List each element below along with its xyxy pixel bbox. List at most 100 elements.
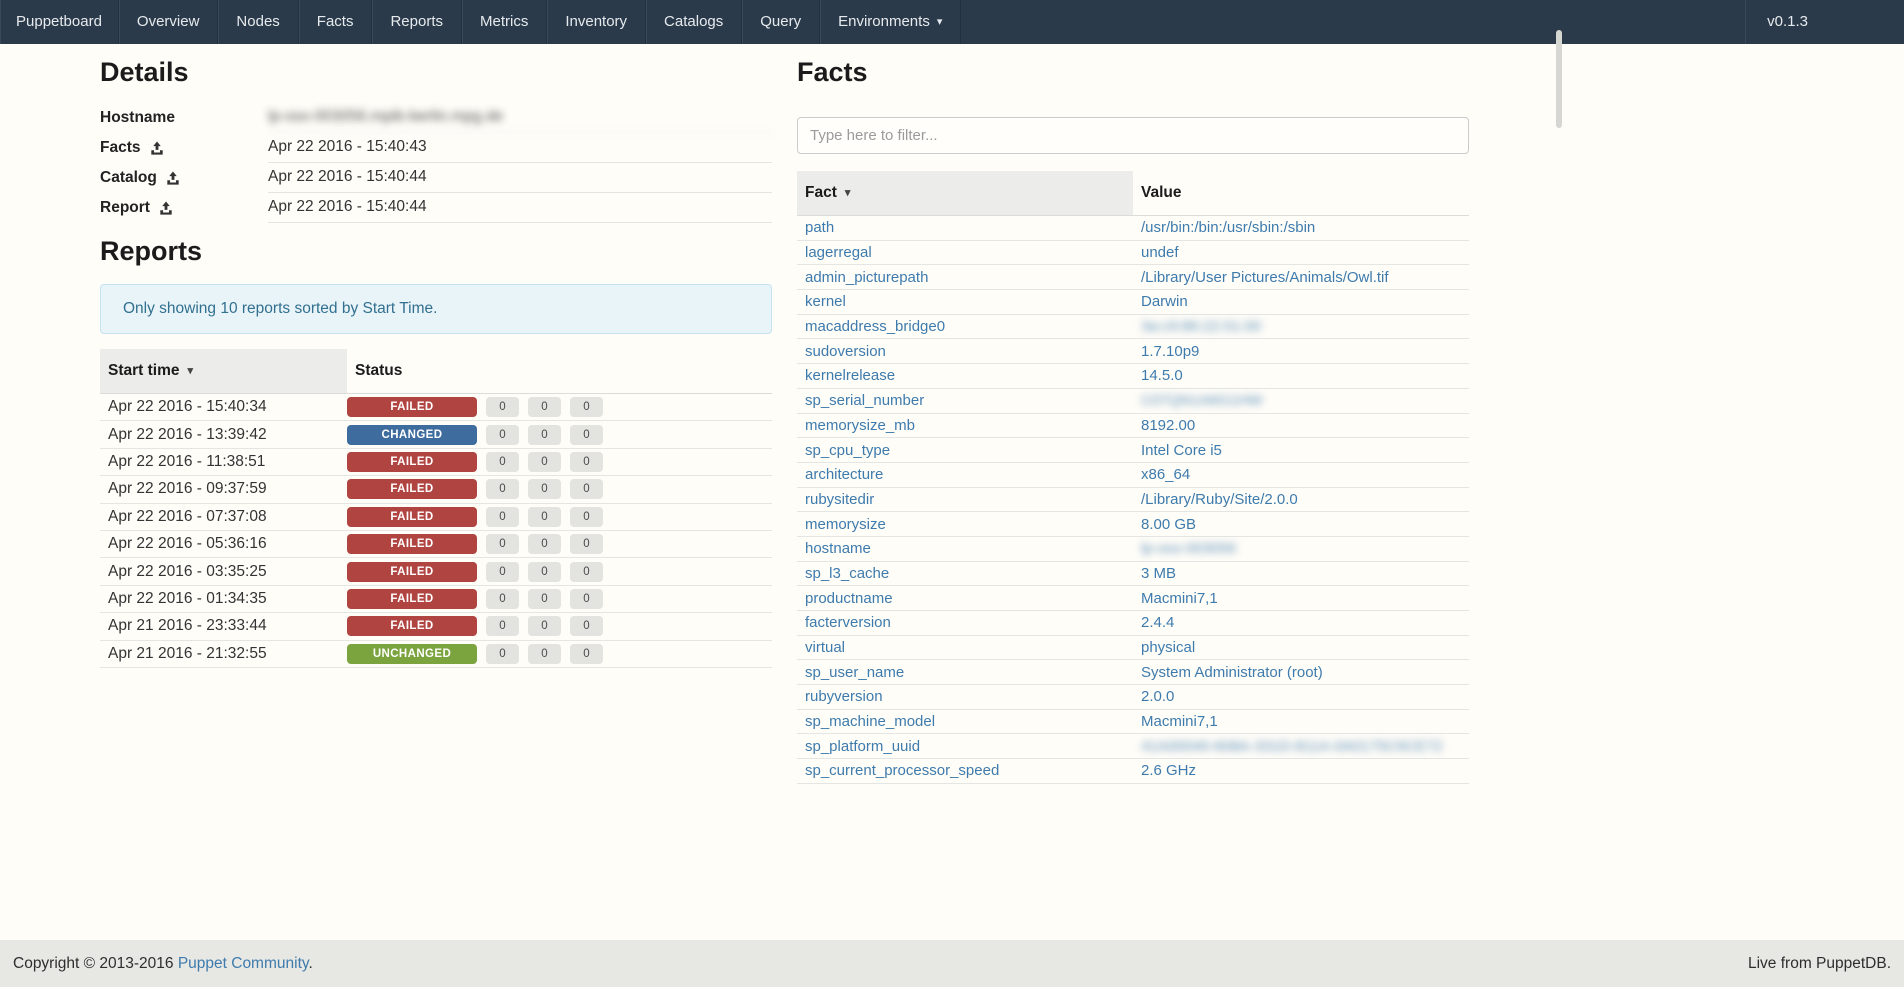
fact-name-link[interactable]: lagerregal bbox=[805, 244, 872, 262]
table-row: Apr 22 2016 - 01:34:35 FAILED 0 0 0 bbox=[100, 586, 772, 614]
reports-table-header: Start time ▾ Status bbox=[100, 349, 772, 394]
details-row: Catalog Apr 22 2016 - 15:40:44 bbox=[100, 163, 772, 193]
fact-value-link[interactable]: 2.0.0 bbox=[1141, 688, 1175, 706]
report-badges: CHANGED 0 0 0 bbox=[347, 424, 603, 445]
fact-value-link[interactable]: 14.5.0 bbox=[1141, 367, 1183, 385]
table-row: sp_machine_model Macmini7,1 bbox=[797, 710, 1469, 735]
table-row: sp_current_processor_speed 2.6 GHz bbox=[797, 759, 1469, 784]
fact-name-link[interactable]: rubyversion bbox=[805, 688, 883, 706]
table-row: kernel Darwin bbox=[797, 290, 1469, 315]
nav-item-nodes[interactable]: Nodes bbox=[218, 0, 299, 44]
fact-value-link[interactable]: C07QN1A6G1HW bbox=[1141, 392, 1263, 410]
environments-label: Environments bbox=[838, 13, 930, 30]
fact-name-link[interactable]: memorysize bbox=[805, 515, 886, 533]
nav-item-catalogs[interactable]: Catalogs bbox=[646, 0, 743, 44]
facts-filter-input[interactable] bbox=[797, 117, 1469, 154]
upload-icon[interactable] bbox=[166, 170, 180, 185]
table-row: memorysize_mb 8192.00 bbox=[797, 414, 1469, 439]
puppet-community-link[interactable]: Puppet Community bbox=[177, 954, 309, 972]
count-badge: 0 bbox=[528, 424, 561, 445]
fact-name-link[interactable]: admin_picturepath bbox=[805, 268, 929, 286]
nav-item-reports[interactable]: Reports bbox=[372, 0, 462, 44]
fact-name-link[interactable]: sp_cpu_type bbox=[805, 441, 891, 459]
nav-item-environments[interactable]: Environments ▾ bbox=[820, 0, 962, 44]
fact-name-cell: memorysize bbox=[797, 516, 1133, 533]
table-row: Apr 21 2016 - 21:32:55 UNCHANGED 0 0 0 bbox=[100, 641, 772, 668]
fact-value-link[interactable]: Intel Core i5 bbox=[1141, 441, 1222, 459]
fact-name-link[interactable]: sp_l3_cache bbox=[805, 564, 890, 582]
fact-value-link[interactable]: Macmini7,1 bbox=[1141, 713, 1218, 731]
count-badge: 0 bbox=[486, 451, 519, 472]
report-badges: FAILED 0 0 0 bbox=[347, 534, 603, 555]
status-badge: CHANGED bbox=[347, 424, 477, 445]
column-header-start-time[interactable]: Start time ▾ bbox=[100, 349, 347, 393]
fact-name-link[interactable]: sp_machine_model bbox=[805, 713, 936, 731]
fact-value-link[interactable]: physical bbox=[1141, 639, 1196, 657]
fact-name-link[interactable]: virtual bbox=[805, 639, 846, 657]
fact-name-link[interactable]: hostname bbox=[805, 540, 871, 558]
navbar-brand[interactable]: Puppetboard bbox=[0, 0, 119, 44]
fact-value-link[interactable]: 3a:c9:86:22:01:00 bbox=[1141, 318, 1262, 336]
fact-name-cell: sp_user_name bbox=[797, 664, 1133, 681]
fact-value-link[interactable]: 8.00 GB bbox=[1141, 515, 1197, 533]
fact-value-link[interactable]: undef bbox=[1141, 244, 1179, 262]
fact-name-link[interactable]: sp_user_name bbox=[805, 663, 905, 681]
table-row: Apr 22 2016 - 13:39:42 CHANGED 0 0 0 bbox=[100, 421, 772, 449]
fact-name-link[interactable]: path bbox=[805, 219, 835, 237]
count-badge: 0 bbox=[570, 534, 603, 555]
fact-value-link[interactable]: 3 MB bbox=[1141, 564, 1177, 582]
fact-name-link[interactable]: memorysize_mb bbox=[805, 416, 916, 434]
column-header-fact[interactable]: Fact ▾ bbox=[797, 171, 1133, 215]
sort-caret-icon: ▾ bbox=[187, 365, 194, 377]
fact-value-link[interactable]: Macmini7,1 bbox=[1141, 589, 1218, 607]
fact-name-link[interactable]: sp_serial_number bbox=[805, 392, 925, 410]
fact-name-cell: admin_picturepath bbox=[797, 269, 1133, 286]
fact-name-link[interactable]: sudoversion bbox=[805, 342, 886, 360]
table-row: sudoversion 1.7.10p9 bbox=[797, 339, 1469, 365]
fact-name-link[interactable]: productname bbox=[805, 589, 893, 607]
upload-icon[interactable] bbox=[159, 200, 173, 215]
nav-item-metrics[interactable]: Metrics bbox=[462, 0, 548, 44]
status-badge: FAILED bbox=[347, 479, 477, 500]
report-start-time: Apr 22 2016 - 01:34:35 bbox=[108, 589, 267, 607]
fact-value-link[interactable]: lp-osx-003056 bbox=[1141, 540, 1237, 558]
column-header-value[interactable]: Value bbox=[1141, 184, 1182, 201]
table-row: sp_user_name System Administrator (root) bbox=[797, 660, 1469, 686]
nav-item-query[interactable]: Query bbox=[742, 0, 821, 44]
fact-name-link[interactable]: architecture bbox=[805, 466, 884, 484]
fact-value-link[interactable]: 8192.00 bbox=[1141, 416, 1196, 434]
fact-name-link[interactable]: macaddress_bridge0 bbox=[805, 318, 946, 336]
fact-value-cell: undef bbox=[1133, 244, 1469, 261]
scrollbar-thumb[interactable] bbox=[1556, 30, 1562, 128]
nav-item-inventory[interactable]: Inventory bbox=[547, 0, 647, 44]
report-start-time: Apr 21 2016 - 23:33:44 bbox=[108, 617, 267, 635]
fact-value-link[interactable]: x86_64 bbox=[1141, 466, 1191, 484]
fact-value-link[interactable]: /usr/bin:/bin:/usr/sbin:/sbin bbox=[1141, 219, 1316, 237]
fact-name-link[interactable]: kernel bbox=[805, 293, 846, 311]
count-badge: 0 bbox=[528, 616, 561, 637]
facts-column: Facts Fact▾ Value path/usr/bin:/bin:/usr… bbox=[797, 44, 1469, 784]
upload-icon[interactable] bbox=[150, 140, 164, 155]
nav-item-overview[interactable]: Overview bbox=[119, 0, 219, 44]
fact-name-link[interactable]: facterversion bbox=[805, 614, 891, 632]
nav-item-facts[interactable]: Facts bbox=[299, 0, 373, 44]
fact-value-link[interactable]: /Library/Ruby/Site/2.0.0 bbox=[1141, 490, 1298, 508]
fact-value-link[interactable]: System Administrator (root) bbox=[1141, 663, 1323, 681]
fact-value-cell: Macmini7,1 bbox=[1133, 590, 1469, 607]
fact-name-link[interactable]: sp_current_processor_speed bbox=[805, 762, 1000, 780]
fact-name-link[interactable]: sp_platform_uuid bbox=[805, 737, 921, 755]
fact-name-cell: hostname bbox=[797, 540, 1133, 557]
report-badges: FAILED 0 0 0 bbox=[347, 588, 603, 609]
fact-value-link[interactable]: 1.7.10p9 bbox=[1141, 342, 1200, 360]
details-value: Apr 22 2016 - 15:40:44 bbox=[268, 163, 772, 193]
column-header-status[interactable]: Status bbox=[355, 362, 403, 379]
fact-value-link[interactable]: Darwin bbox=[1141, 293, 1188, 311]
report-start-time: Apr 22 2016 - 09:37:59 bbox=[108, 480, 267, 498]
details-row: Report Apr 22 2016 - 15:40:44 bbox=[100, 193, 772, 223]
fact-name-link[interactable]: kernelrelease bbox=[805, 367, 896, 385]
fact-value-link[interactable]: /Library/User Pictures/Animals/Owl.tif bbox=[1141, 268, 1389, 286]
fact-name-link[interactable]: rubysitedir bbox=[805, 490, 875, 508]
fact-value-link[interactable]: 2.6 GHz bbox=[1141, 762, 1197, 780]
fact-value-link[interactable]: 2.4.4 bbox=[1141, 614, 1175, 632]
fact-value-link[interactable]: 41A00040-608A-331D-811A-0A0175C9CE72 bbox=[1141, 737, 1443, 755]
